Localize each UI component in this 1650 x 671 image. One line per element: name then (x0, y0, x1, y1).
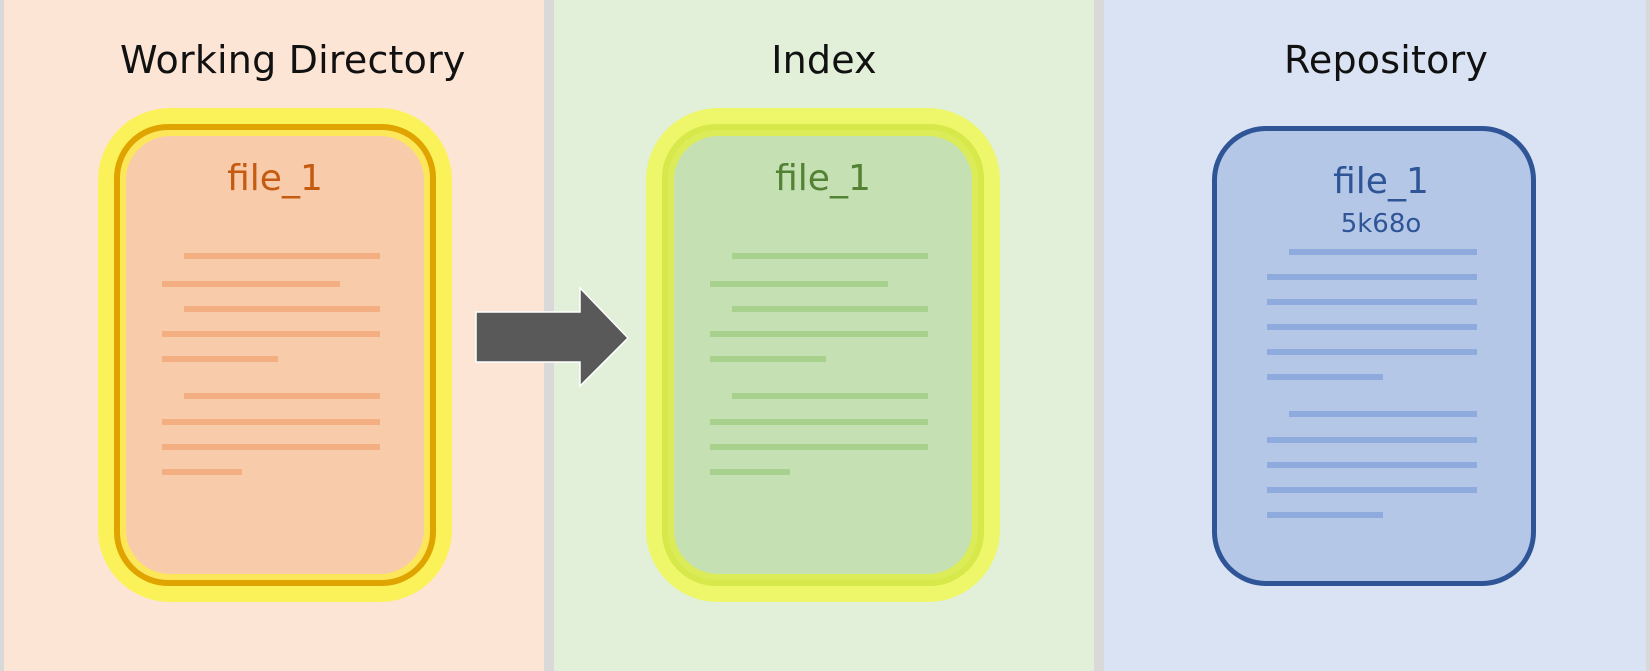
stage-arrow (475, 286, 630, 388)
text-line (184, 253, 380, 259)
file-card-border: file_1 5k68o (1212, 126, 1536, 586)
text-line (1267, 512, 1383, 518)
text-line (162, 419, 380, 425)
text-line (1267, 437, 1477, 443)
file-card-body: file_1 (674, 136, 972, 574)
text-line (710, 356, 826, 362)
text-line (184, 306, 380, 312)
text-line (1267, 487, 1477, 493)
file-name: file_1 (775, 158, 871, 199)
panel-title: Index (771, 38, 877, 82)
repository-file-card[interactable]: file_1 5k68o (1212, 126, 1536, 586)
text-line (710, 281, 888, 287)
commit-hash: 5k68o (1340, 209, 1422, 239)
text-line (1267, 324, 1477, 330)
text-line (710, 331, 928, 337)
index-panel: Index file_1 (554, 0, 1094, 671)
text-line (732, 253, 928, 259)
right-arrow-icon (475, 286, 630, 388)
text-line (732, 393, 928, 399)
text-line (1267, 299, 1477, 305)
text-line (1267, 374, 1383, 380)
index-file-card[interactable]: file_1 (646, 108, 1000, 602)
repository-panel: Repository file_1 5k68o (1104, 0, 1646, 671)
file-name: file_1 (1333, 161, 1429, 202)
text-line (1267, 274, 1477, 280)
text-line (710, 419, 928, 425)
text-line (710, 444, 928, 450)
text-line (162, 281, 340, 287)
file-card-border: file_1 (662, 124, 984, 586)
text-line (732, 306, 928, 312)
working-directory-panel: Working Directory file_1 (4, 0, 544, 671)
text-line (1289, 249, 1477, 255)
text-line (1289, 411, 1477, 417)
working-directory-file-card[interactable]: file_1 (98, 108, 452, 602)
text-line (184, 393, 380, 399)
text-line (162, 444, 380, 450)
panel-title: Working Directory (120, 38, 466, 82)
text-line (1267, 462, 1477, 468)
text-line (162, 331, 380, 337)
text-line (710, 469, 790, 475)
text-line (162, 469, 242, 475)
text-line (162, 356, 278, 362)
file-card-body: file_1 (126, 136, 424, 574)
panel-title: Repository (1284, 38, 1489, 82)
text-line (1267, 349, 1477, 355)
file-card-border: file_1 (114, 124, 436, 586)
file-name: file_1 (227, 158, 323, 199)
